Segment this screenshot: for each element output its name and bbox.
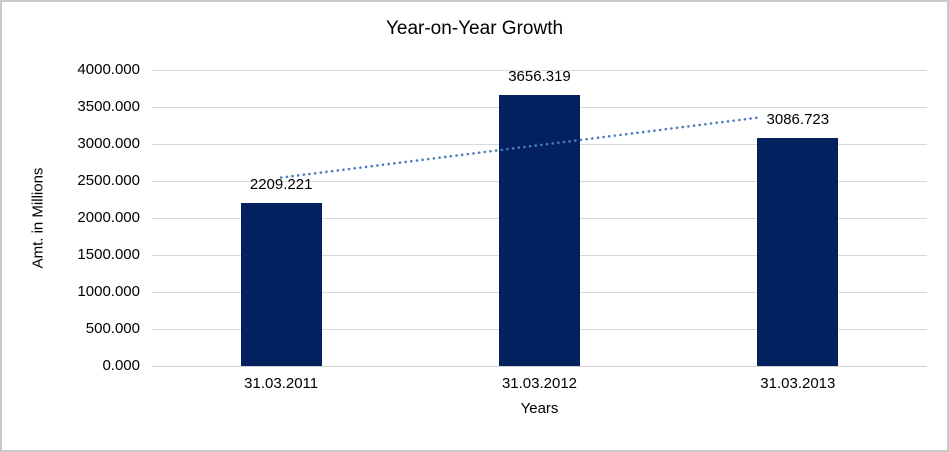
chart-title: Year-on-Year Growth (385, 18, 564, 39)
y-tick-label: 4000.000 (77, 61, 140, 78)
bar (499, 95, 580, 366)
x-tick-label: 31.03.2013 (760, 375, 836, 392)
bar-data-label: 3086.723 (766, 110, 830, 128)
y-tick-label: 3500.000 (77, 98, 140, 115)
y-tick-label: 2000.000 (77, 209, 140, 226)
x-axis-line (152, 365, 927, 367)
x-tick-label: 31.03.2012 (501, 375, 578, 392)
bar (240, 202, 322, 366)
x-tick-label: 31.03.2011 (244, 375, 319, 392)
x-axis-title: Years (520, 400, 559, 417)
bar-data-label: 2209.221 (249, 175, 313, 193)
gridline (152, 69, 927, 71)
y-tick-label: 500.000 (85, 320, 140, 337)
y-tick-label: 1500.000 (77, 246, 140, 263)
y-tick-label: 3000.000 (77, 135, 140, 152)
y-tick-label: 2500.000 (77, 172, 140, 189)
y-tick-label: 0.000 (102, 357, 140, 374)
bar-data-label: 3656.319 (508, 68, 571, 86)
bar (757, 137, 839, 366)
y-tick-label: 1000.000 (77, 283, 140, 300)
